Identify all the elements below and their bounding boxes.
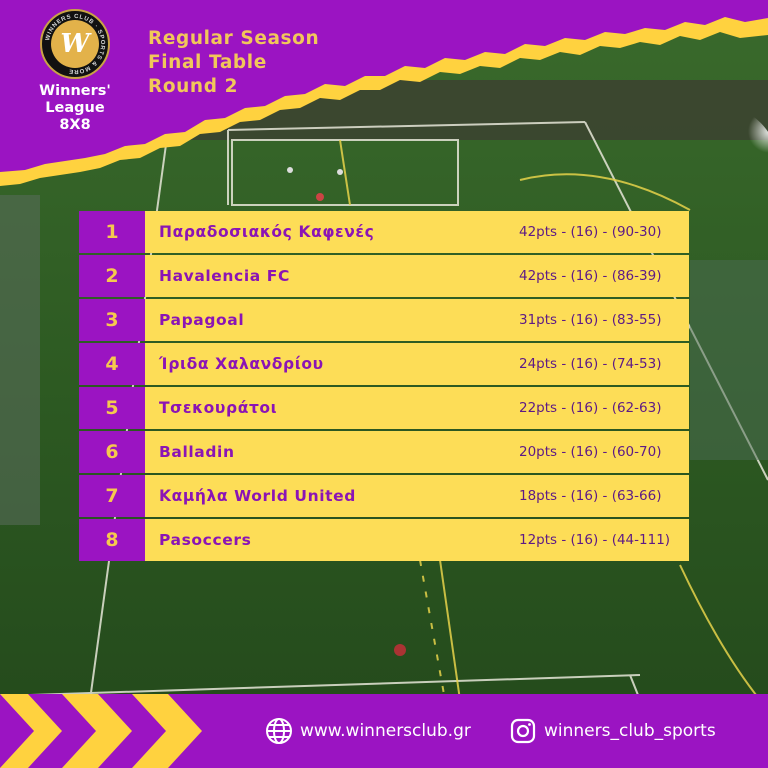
- team-name: Balladin: [159, 443, 235, 461]
- header-banner: [0, 0, 768, 186]
- chevron-decoration-icon: [0, 694, 202, 768]
- instagram-icon: [510, 718, 536, 744]
- team-stats: 18pts - (16) - (63-66): [519, 488, 662, 504]
- rank-cell: 8: [79, 519, 145, 561]
- standings-table: 1 Παραδοσιακός Καφενές 42pts - (16) - (9…: [79, 211, 689, 563]
- team-cell: Balladin 20pts - (16) - (60-70): [145, 431, 689, 473]
- team-stats: 31pts - (16) - (83-55): [519, 312, 662, 328]
- team-cell: Pasoccers 12pts - (16) - (44-111): [145, 519, 689, 561]
- rank-cell: 7: [79, 475, 145, 517]
- team-stats: 42pts - (16) - (90-30): [519, 224, 662, 240]
- league-line: Winners': [39, 83, 111, 99]
- team-cell: Havalencia FC 42pts - (16) - (86-39): [145, 255, 689, 297]
- table-row: 4 Ίριδα Χαλανδρίου 24pts - (16) - (74-53…: [79, 343, 689, 385]
- winners-club-logo-icon: WINNERS CLUB · SPORTS & MORE W: [40, 9, 110, 79]
- table-row: 6 Balladin 20pts - (16) - (60-70): [79, 431, 689, 473]
- table-row: 7 Καμήλα World United 18pts - (16) - (63…: [79, 475, 689, 517]
- website-text: www.winnersclub.gr: [300, 721, 471, 741]
- team-name: Pasoccers: [159, 531, 252, 549]
- team-stats: 20pts - (16) - (60-70): [519, 444, 662, 460]
- team-name: Havalencia FC: [159, 267, 290, 285]
- globe-icon: [266, 718, 292, 744]
- team-name: Τσεκουράτοι: [159, 399, 278, 417]
- league-line: League: [45, 100, 105, 116]
- footer: www.winnersclub.gr winners_club_sports: [0, 694, 768, 768]
- rank-cell: 4: [79, 343, 145, 385]
- team-stats: 12pts - (16) - (44-111): [519, 532, 671, 548]
- rank-cell: 1: [79, 211, 145, 253]
- page-title: Regular Season Final Table Round 2: [148, 27, 319, 99]
- rank-cell: 6: [79, 431, 145, 473]
- table-row: 8 Pasoccers 12pts - (16) - (44-111): [79, 519, 689, 561]
- logo-mark: W: [60, 29, 90, 59]
- team-name: Ίριδα Χαλανδρίου: [159, 355, 324, 373]
- team-cell: Τσεκουράτοι 22pts - (16) - (62-63): [145, 387, 689, 429]
- title-line: Round 2: [148, 76, 239, 97]
- instagram-text: winners_club_sports: [544, 721, 716, 741]
- website-link[interactable]: www.winnersclub.gr: [264, 716, 471, 746]
- rank-cell: 3: [79, 299, 145, 341]
- rank-cell: 5: [79, 387, 145, 429]
- table-row: 5 Τσεκουράτοι 22pts - (16) - (62-63): [79, 387, 689, 429]
- table-row: 3 Papagoal 31pts - (16) - (83-55): [79, 299, 689, 341]
- team-name: Papagoal: [159, 311, 245, 329]
- rank-cell: 2: [79, 255, 145, 297]
- table-row: 2 Havalencia FC 42pts - (16) - (86-39): [79, 255, 689, 297]
- table-row: 1 Παραδοσιακός Καφενές 42pts - (16) - (9…: [79, 211, 689, 253]
- team-stats: 42pts - (16) - (86-39): [519, 268, 662, 284]
- title-line: Regular Season: [148, 28, 320, 49]
- team-name: Παραδοσιακός Καφενές: [159, 223, 375, 241]
- team-stats: 22pts - (16) - (62-63): [519, 400, 662, 416]
- team-cell: Ίριδα Χαλανδρίου 24pts - (16) - (74-53): [145, 343, 689, 385]
- logo-emblem: W: [51, 20, 99, 68]
- league-line: 8X8: [59, 117, 91, 133]
- team-cell: Καμήλα World United 18pts - (16) - (63-6…: [145, 475, 689, 517]
- league-name: Winners' League 8X8: [20, 83, 130, 134]
- instagram-link[interactable]: winners_club_sports: [508, 716, 716, 746]
- team-cell: Papagoal 31pts - (16) - (83-55): [145, 299, 689, 341]
- team-stats: 24pts - (16) - (74-53): [519, 356, 662, 372]
- title-line: Final Table: [148, 52, 267, 73]
- team-cell: Παραδοσιακός Καφενές 42pts - (16) - (90-…: [145, 211, 689, 253]
- team-name: Καμήλα World United: [159, 487, 356, 505]
